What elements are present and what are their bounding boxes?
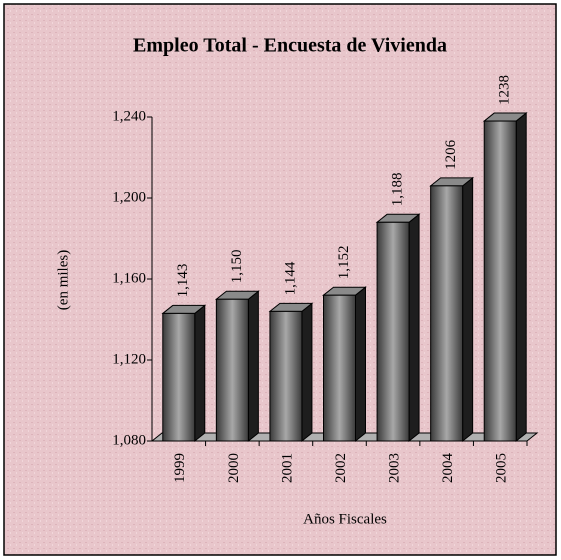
- x-tick-label: 2005: [494, 453, 510, 483]
- bar-side: [194, 304, 206, 443]
- value-label: 1,152: [336, 245, 352, 279]
- value-label: 1,150: [229, 250, 245, 284]
- value-label: 1,188: [390, 173, 406, 207]
- bar: [323, 294, 356, 442]
- y-tick-label: 1,120: [112, 351, 146, 367]
- x-tick-label: 2000: [226, 453, 242, 483]
- x-tick-label: 1999: [172, 453, 188, 483]
- y-tick-label: 1,080: [112, 432, 146, 448]
- bar-side: [355, 286, 366, 443]
- bar-side: [301, 302, 313, 443]
- y-axis-label: (en miles): [55, 250, 71, 310]
- value-label: 1206: [443, 139, 459, 170]
- value-label: 1238: [497, 75, 513, 105]
- bar: [269, 310, 303, 442]
- bar-side: [515, 112, 527, 443]
- x-tick-label: 2001: [279, 453, 295, 483]
- bar-side: [247, 290, 259, 443]
- bar: [483, 120, 517, 442]
- value-label: 1,144: [282, 261, 298, 295]
- y-tick-label: 1,160: [112, 270, 146, 286]
- bar-side: [408, 213, 420, 443]
- x-tick-label: 2002: [333, 453, 349, 483]
- bar: [430, 185, 464, 442]
- bar-side: [462, 176, 474, 443]
- y-tick-label: 1,240: [112, 108, 146, 124]
- bar: [162, 312, 196, 442]
- chart-title: Empleo Total - Encuesta de Vivienda: [133, 35, 447, 57]
- x-tick-label: 2003: [387, 453, 403, 483]
- bar: [215, 298, 249, 442]
- value-label: 1,143: [175, 264, 191, 298]
- x-axis-label: Años Fiscales: [303, 511, 387, 527]
- x-tick-label: 2004: [440, 453, 456, 484]
- bar: [376, 221, 410, 442]
- y-tick-label: 1,200: [112, 189, 146, 205]
